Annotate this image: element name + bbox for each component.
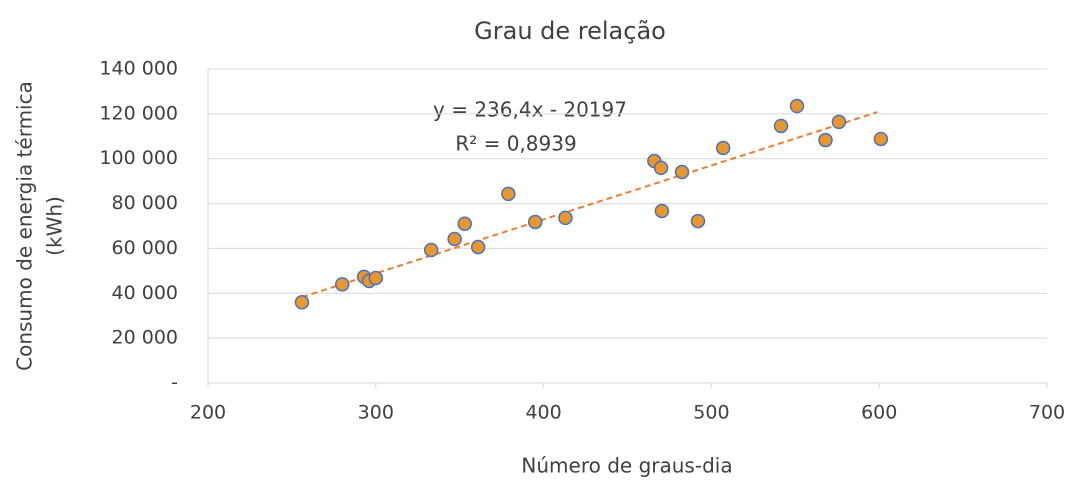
- point: [773, 118, 789, 134]
- point: [423, 242, 439, 258]
- point: [527, 214, 543, 230]
- x-tick-label: 500: [693, 402, 729, 424]
- point: [447, 231, 462, 247]
- x-tick-label: 200: [190, 402, 226, 424]
- y-tick-label: 120 000: [99, 102, 178, 124]
- y-tick-label: 140 000: [99, 58, 178, 80]
- y-tick-label: 40 000: [112, 282, 178, 304]
- point: [690, 213, 706, 229]
- point: [818, 132, 833, 148]
- point: [501, 186, 516, 202]
- point: [654, 203, 670, 219]
- x-tick-label: 700: [1029, 402, 1065, 424]
- x-tick-label: 600: [861, 402, 897, 424]
- x-tick-label: 400: [525, 402, 561, 424]
- y-axis-title: Consumo de energia térmica: [13, 81, 37, 371]
- point: [294, 295, 310, 310]
- point: [674, 164, 690, 180]
- point: [789, 98, 805, 114]
- point: [653, 160, 669, 176]
- r-squared: R² = 0,8939: [455, 132, 576, 156]
- y-tick-label: -: [171, 372, 178, 394]
- x-axis-title: Número de graus-dia: [521, 454, 732, 478]
- trendline: [301, 111, 878, 299]
- point: [831, 114, 847, 130]
- y-axis-title: (kWh): [43, 196, 67, 256]
- y-tick-label: 60 000: [112, 237, 178, 259]
- y-tick-label: 100 000: [99, 147, 178, 169]
- equation: y = 236,4x - 20197: [433, 98, 627, 122]
- point: [715, 140, 731, 156]
- y-tick-label: 20 000: [112, 327, 178, 349]
- point: [334, 277, 350, 292]
- point: [457, 216, 472, 232]
- point: [873, 131, 889, 147]
- y-tick-label: 80 000: [112, 192, 178, 214]
- point: [558, 210, 573, 226]
- point: [470, 239, 486, 255]
- point: [368, 270, 384, 286]
- x-tick-label: 300: [358, 402, 394, 424]
- chart-title: Grau de relação: [474, 17, 666, 45]
